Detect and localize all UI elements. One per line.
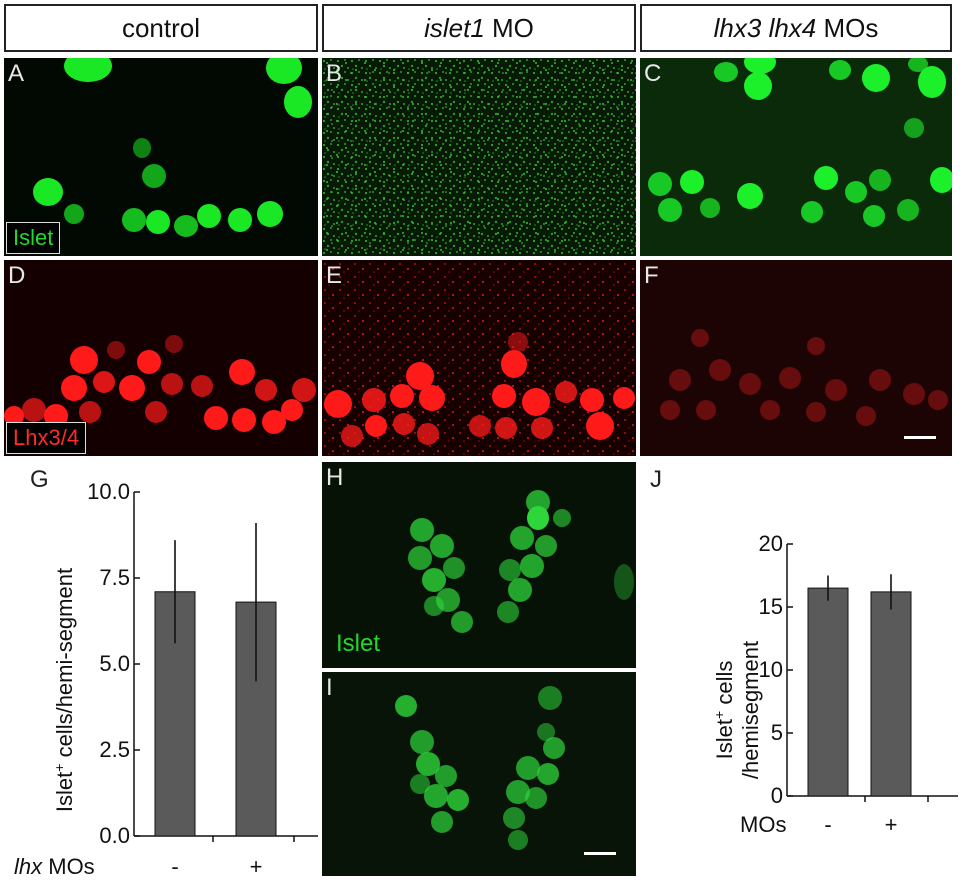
stain-label-lhx: Lhx3/4 (6, 422, 87, 454)
chart-g-ylabel: Islet+ cells/hemi-segment (51, 568, 77, 812)
chart-j-xlabel: MOs (740, 812, 786, 837)
panel-label-j: J (650, 466, 662, 493)
chart-j-ytick-label: 0 (771, 783, 783, 808)
panel-label-f: F (644, 262, 659, 289)
header-lhx-suffix: MOs (816, 12, 879, 43)
chart-g-xlabel: lhx MOs (14, 854, 95, 879)
micrograph-h (322, 462, 636, 668)
header-islet1-suffix: MO (484, 12, 534, 43)
chart-j-category-label: + (885, 812, 898, 837)
chart-g-category-label: - (171, 854, 178, 879)
chart-g-category-label: + (250, 854, 263, 879)
micrograph-f (640, 260, 952, 456)
chart-g-ytick-label: 0.0 (99, 823, 130, 848)
chart-j-ylabel-line1: Islet+ cells (711, 661, 737, 760)
chart-g-ytick-label: 2.5 (99, 737, 130, 762)
header-islet1-gene: islet1 (424, 12, 485, 43)
micrograph-i (322, 672, 636, 876)
panel-label-e: E (326, 262, 343, 289)
panel-label-a: A (8, 60, 25, 87)
panel-j-chart: J Islet+ cells /hemisegment MOs 0 5 10 15 20… (640, 460, 965, 885)
scale-bar-i (584, 852, 616, 855)
chart-j-bar (807, 587, 849, 797)
chart-j-bar (870, 591, 912, 797)
micrograph-e (322, 260, 636, 456)
panel-a-control-islet: A Islet (4, 58, 318, 256)
panel-e-islet1-mo-lhx: E (322, 260, 636, 456)
micrograph-b (322, 58, 636, 256)
panel-label-b: B (326, 60, 343, 87)
panel-d-control-lhx: D Lhx3/4 (4, 260, 318, 456)
header-lhx3-gene: lhx3 (713, 12, 762, 43)
chart-j-category-label: - (824, 812, 831, 837)
chart-g-ytick-label: 10.0 (87, 479, 130, 504)
panel-label-i: I (326, 674, 333, 701)
header-lhx4-gene: lhx4 (768, 12, 817, 43)
panel-label-h: H (326, 464, 344, 491)
chart-g-svg: Islet+ cells/hemi-segment lhx MOs 0.0 2.5… (14, 479, 318, 879)
micrograph-c (640, 58, 952, 256)
header-islet1-mo: islet1 MO (322, 4, 636, 52)
panel-h-islet: H Islet (322, 462, 636, 668)
panel-i-islet: I (322, 672, 636, 876)
header-control: control (4, 4, 318, 52)
chart-j-ylabel-line2: /hemisegment (738, 641, 763, 779)
stain-label-islet: Islet (6, 222, 61, 254)
panel-g-chart: G Islet+ cells/hemi-segment lhx MOs 0.0 2… (0, 460, 318, 885)
micrograph-d (4, 260, 318, 456)
chart-j-ytick-label: 5 (771, 720, 783, 745)
scale-bar-f (904, 436, 936, 439)
panel-label-c: C (644, 60, 662, 87)
chart-j-ytick-label: 20 (759, 531, 783, 556)
chart-j-ytick-label: 15 (759, 594, 783, 619)
chart-j-svg: Islet+ cells /hemisegment MOs 0 5 10 15 20 - + (711, 531, 958, 837)
chart-j-ytick-label: 10 (759, 657, 783, 682)
panel-b-islet1-mo-islet: B (322, 58, 636, 256)
panel-f-lhx-mos-lhx: F (640, 260, 952, 456)
panel-c-lhx-mos-islet: C (640, 58, 952, 256)
header-control-text: control (121, 12, 201, 43)
header-lhx-mos: lhx3 lhx4 MOs (640, 4, 952, 52)
chart-g-ytick-label: 5.0 (99, 651, 130, 676)
chart-g-ytick-label: 7.5 (99, 565, 130, 590)
panel-label-g: G (30, 466, 49, 493)
panel-label-d: D (8, 262, 26, 289)
stain-label-islet-h: Islet (336, 630, 381, 657)
